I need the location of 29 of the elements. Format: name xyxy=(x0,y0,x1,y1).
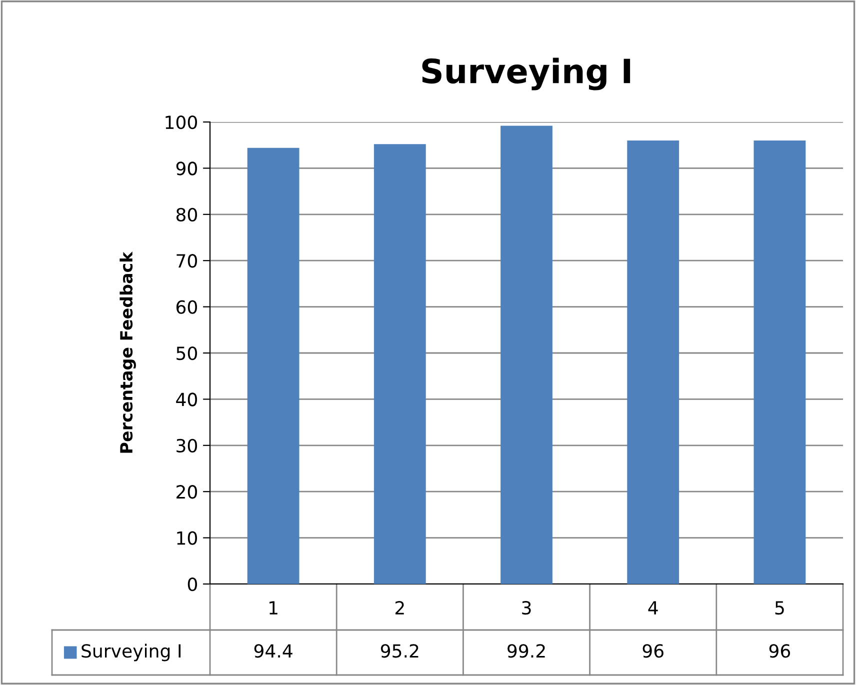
data-label: 96 xyxy=(642,644,664,658)
y-tick-label: 70 xyxy=(176,254,197,268)
y-tick-label: 0 xyxy=(188,577,197,592)
y-tick-label: 10 xyxy=(177,531,197,545)
chart-title: Surveying I xyxy=(422,58,630,90)
x-tick-label: 3 xyxy=(522,600,531,615)
y-axis-title: Percentage Feedback xyxy=(120,251,136,453)
bar xyxy=(754,140,806,584)
y-tick-label: 90 xyxy=(176,162,197,176)
y-tick-label: 80 xyxy=(176,208,197,222)
bar xyxy=(500,126,552,584)
y-tick-label: 20 xyxy=(176,485,197,499)
x-tick-label: 2 xyxy=(395,600,404,614)
x-tick-label: 1 xyxy=(270,601,278,614)
data-label: 94.4 xyxy=(254,644,292,658)
y-tick-label: 100 xyxy=(166,115,197,130)
y-tick-label: 30 xyxy=(176,438,197,453)
x-tick-label: 4 xyxy=(648,601,658,614)
bar xyxy=(627,140,680,584)
y-tick-label: 60 xyxy=(176,300,197,314)
data-label: 95.2 xyxy=(380,644,418,658)
bar xyxy=(374,144,426,584)
data-label: 99.2 xyxy=(508,644,545,658)
data-label: 96 xyxy=(769,644,790,658)
y-tick-label: 50 xyxy=(176,346,197,360)
bar xyxy=(247,148,300,584)
x-tick-label: 5 xyxy=(775,601,784,615)
y-tick-label: 40 xyxy=(176,392,197,406)
legend-label: Surveying I xyxy=(82,644,181,662)
